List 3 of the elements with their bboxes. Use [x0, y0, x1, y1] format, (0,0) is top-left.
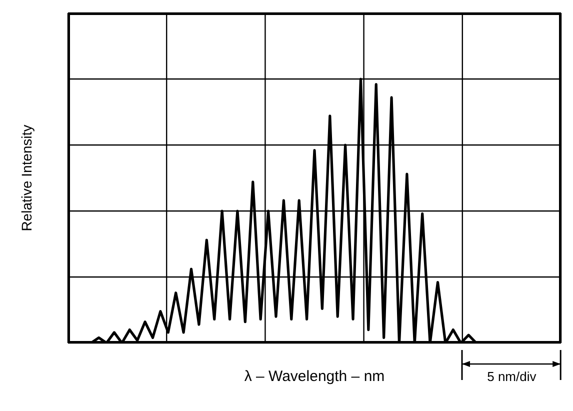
y-axis-title: Relative Intensity	[18, 124, 34, 232]
text: 5 nm/div	[486, 369, 538, 384]
x-axis-title: λ – Wavelength – nm	[244, 368, 385, 385]
